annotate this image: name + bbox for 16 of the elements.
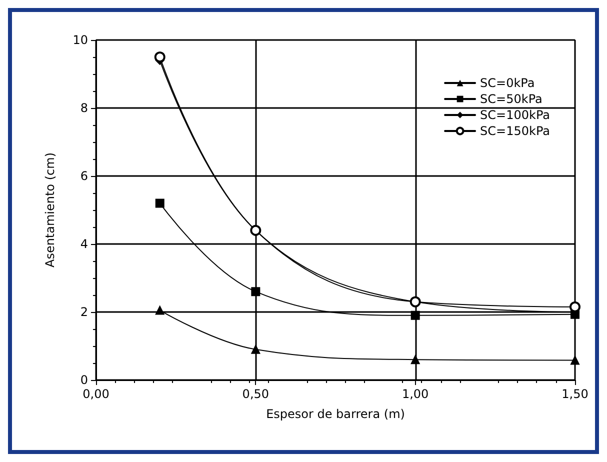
- legend-label: SC=0kPa: [480, 76, 535, 90]
- x-tick-label: 0,50: [242, 387, 270, 401]
- x-tick-label: 1,00: [402, 387, 429, 401]
- x-tick-label: 0,00: [82, 387, 110, 401]
- legend-label: SC=100kPa: [480, 108, 550, 122]
- y-axis-title: Asentamiento (cm): [43, 152, 57, 268]
- x-tick-label: 1,50: [562, 387, 588, 401]
- legend-label: SC=50kPa: [480, 92, 542, 106]
- y-tick-label: 8: [80, 101, 88, 115]
- y-tick-label: 6: [80, 169, 88, 183]
- x-axis-title: Espesor de barrera (m): [266, 407, 405, 421]
- y-tick-label: 2: [80, 305, 88, 319]
- y-tick-label: 4: [80, 237, 88, 251]
- y-tick-label: 0: [80, 373, 88, 387]
- legend-label: SC=150kPa: [480, 124, 550, 138]
- y-tick-label: 10: [72, 33, 88, 47]
